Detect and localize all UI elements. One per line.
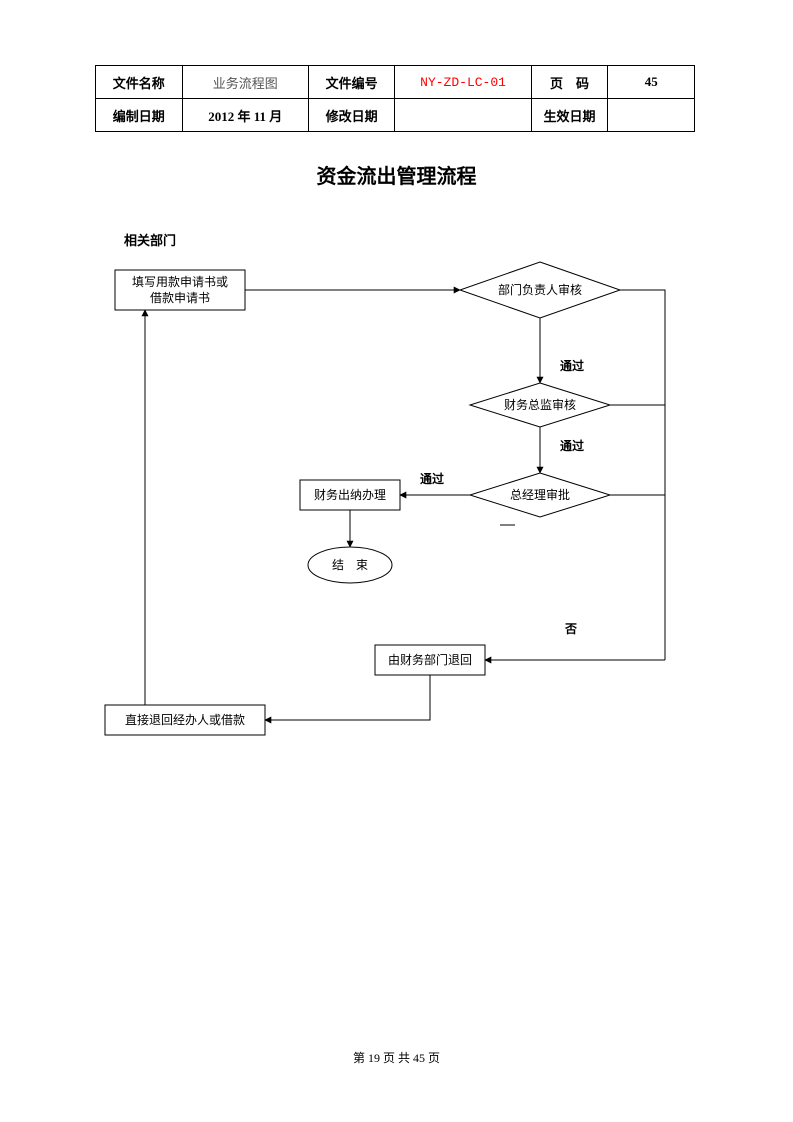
svg-text:通过: 通过 [560, 438, 584, 453]
svg-text:财务出纳办理: 财务出纳办理 [314, 487, 386, 502]
label-compile-date: 编制日期 [96, 99, 183, 132]
svg-text:相关部门: 相关部门 [124, 233, 176, 248]
value-compile-date: 2012 年 11 月 [182, 99, 308, 132]
label-file-number: 文件编号 [308, 66, 395, 99]
svg-text:直接退回经办人或借款: 直接退回经办人或借款 [125, 712, 245, 727]
page-title: 资金流出管理流程 [0, 160, 793, 189]
svg-text:否: 否 [564, 622, 577, 636]
label-effective-date: 生效日期 [531, 99, 608, 132]
svg-text:借款申请书: 借款申请书 [150, 291, 210, 305]
svg-text:通过: 通过 [420, 471, 444, 486]
svg-text:结 束: 结 束 [332, 558, 368, 572]
label-file-name: 文件名称 [96, 66, 183, 99]
value-effective-date [608, 99, 695, 132]
svg-text:由财务部门退回: 由财务部门退回 [388, 652, 472, 667]
svg-text:部门负责人审核: 部门负责人审核 [498, 282, 582, 297]
page-footer: 第 19 页 共 45 页 [0, 1049, 793, 1066]
svg-text:通过: 通过 [560, 358, 584, 373]
value-page: 45 [608, 66, 695, 99]
label-revise-date: 修改日期 [308, 99, 395, 132]
value-file-number: NY-ZD-LC-01 [395, 66, 531, 99]
svg-text:总经理审批: 总经理审批 [510, 487, 570, 502]
header-table: 文件名称 业务流程图 文件编号 NY-ZD-LC-01 页 码 45 编制日期 … [95, 65, 695, 132]
label-page: 页 码 [531, 66, 608, 99]
svg-text:填写用款申请书或: 填写用款申请书或 [132, 275, 228, 289]
flowchart: 相关部门通过通过通过否填写用款申请书或借款申请书部门负责人审核财务总监审核总经理… [95, 225, 695, 775]
value-file-name: 业务流程图 [182, 66, 308, 99]
svg-text:财务总监审核: 财务总监审核 [504, 397, 576, 412]
value-revise-date [395, 99, 531, 132]
